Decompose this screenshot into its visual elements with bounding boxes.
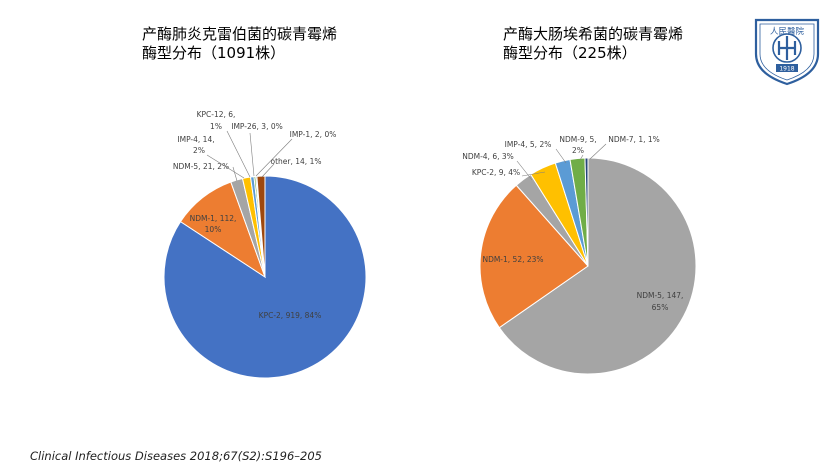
logo-year: 1918 bbox=[779, 66, 794, 73]
leader-line-ndm-5 bbox=[232, 166, 238, 182]
data-label-ndm-5: 65% bbox=[652, 303, 669, 312]
chart-title-left-line1: 产酶肺炎克雷伯菌的碳青霉烯 bbox=[142, 25, 338, 43]
data-label-imp-4: 2% bbox=[193, 146, 205, 155]
leader-line-kpc-2 bbox=[521, 171, 546, 177]
hospital-crest-icon: 人民醫院 1918 bbox=[754, 18, 820, 86]
data-label-imp-1: IMP-1, 2, 0% bbox=[290, 130, 337, 139]
data-label-ndm-4: NDM-4, 6, 3% bbox=[462, 152, 514, 161]
pie-chart-klebsiella: KPC-2, 919, 84% NDM-1, 112, 10% NDM-5, 21, … bbox=[163, 110, 367, 379]
data-label-kpc-2: KPC-2, 919, 84% bbox=[259, 311, 322, 320]
chart-title-right-line1: 产酶大肠埃希菌的碳青霉烯 bbox=[503, 25, 684, 43]
data-label-ndm-9: NDM-9, 5, bbox=[559, 135, 596, 144]
leader-line-imp-1 bbox=[255, 138, 293, 177]
data-label-kpc-12: KPC-12, 6, bbox=[197, 110, 236, 119]
leader-line-kpc-12 bbox=[226, 130, 251, 178]
data-label-imp-26: IMP-26, 3, 0% bbox=[231, 122, 283, 131]
data-label-other: other, 14, 1% bbox=[271, 157, 322, 166]
pie-slice-other bbox=[256, 175, 266, 278]
data-label-ndm-5: NDM-5, 147, bbox=[637, 291, 684, 300]
data-label-kpc-12: 1% bbox=[210, 122, 222, 131]
leader-line-other bbox=[261, 163, 275, 178]
data-label-ndm-1: NDM-1, 52, 23% bbox=[482, 255, 543, 264]
pie-slice-ndm-7 bbox=[584, 157, 589, 267]
chart-title-right: 产酶大肠埃希菌的碳青霉烯 酶型分布（225株） bbox=[503, 25, 683, 63]
data-label-kpc-2: KPC-2, 9, 4% bbox=[472, 168, 520, 177]
citation: Clinical Infectious Diseases 2018;67(S2)… bbox=[30, 449, 322, 463]
leader-line-ndm-4 bbox=[516, 160, 533, 181]
pie-slice-ndm-1 bbox=[479, 184, 589, 329]
data-label-ndm-7: NDM-7, 1, 1% bbox=[608, 135, 660, 144]
data-label-ndm-1: 10% bbox=[205, 225, 222, 234]
data-label-imp-4: IMP-4, 5, 2% bbox=[505, 140, 552, 149]
pie-chart-ecoli: NDM-5, 147, 65% NDM-1, 52, 23% NDM-4, 6, 3%… bbox=[462, 135, 697, 375]
leader-line-imp-4 bbox=[206, 154, 245, 179]
leader-line-ndm-7 bbox=[589, 143, 607, 160]
logo-text: 人民醫院 bbox=[770, 26, 805, 37]
data-label-ndm-5: NDM-5, 21, 2% bbox=[173, 162, 229, 171]
pie-slice-ndm-5 bbox=[498, 157, 697, 375]
chart-title-left-line2: 酶型分布（1091株） bbox=[142, 44, 286, 62]
chart-title-right-line2: 酶型分布（225株） bbox=[503, 44, 637, 62]
chart-title-left: 产酶肺炎克雷伯菌的碳青霉烯 酶型分布（1091株） bbox=[142, 25, 337, 63]
data-label-ndm-1: NDM-1, 112, bbox=[190, 214, 237, 223]
leader-line-ndm-9 bbox=[579, 154, 584, 161]
leader-line-imp-26 bbox=[249, 132, 255, 177]
data-label-ndm-9: 2% bbox=[572, 146, 584, 155]
data-label-imp-4: IMP-4, 14, bbox=[177, 135, 214, 144]
leader-line-imp-4 bbox=[555, 148, 567, 164]
